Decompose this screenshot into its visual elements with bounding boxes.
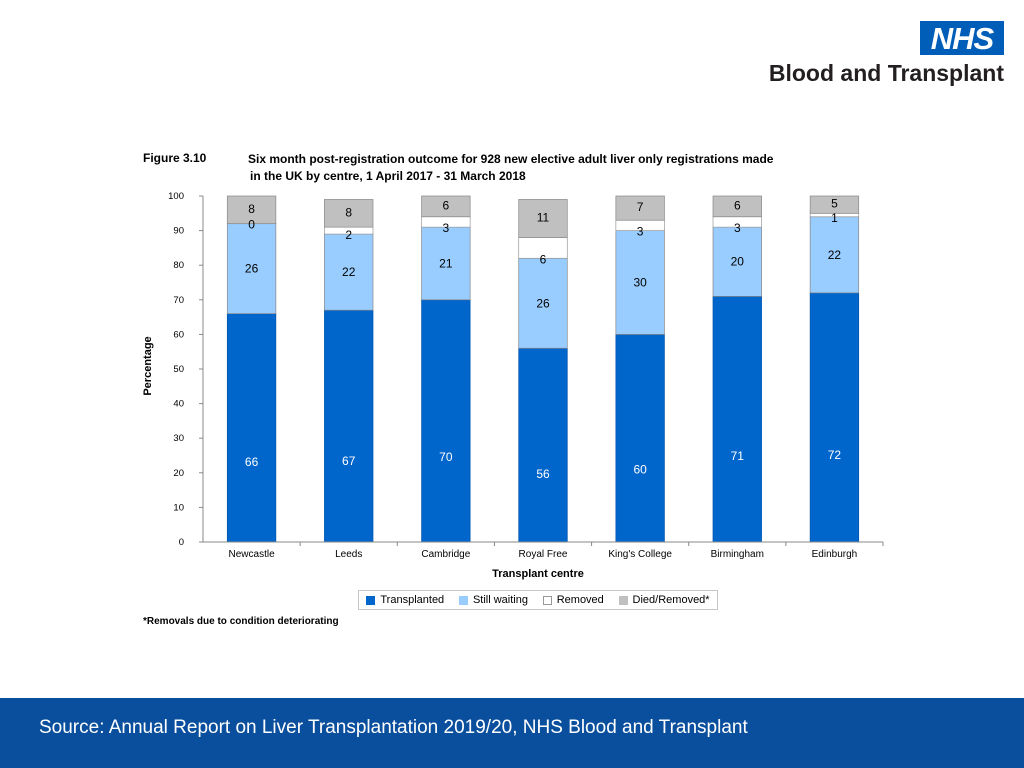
y-tick-label: 50 (173, 364, 184, 375)
data-label: 8 (248, 202, 255, 216)
bar-segment (421, 195, 471, 218)
y-tick-label: 0 (179, 537, 184, 548)
data-label: 0 (248, 218, 255, 232)
data-label: 22 (828, 248, 842, 262)
y-tick-label: 40 (173, 399, 184, 410)
data-label: 70 (439, 450, 453, 464)
data-label: 7 (637, 200, 644, 214)
data-label: 3 (734, 221, 741, 235)
legend-swatch (366, 595, 376, 605)
bar-labels: 6626086722287021365626611603037712036722… (245, 197, 842, 482)
data-label: 2 (345, 228, 352, 242)
bars (226, 195, 860, 543)
org-name: Blood and Transplant (768, 60, 1004, 86)
data-label: 1 (831, 211, 838, 225)
data-label: 5 (831, 197, 838, 211)
y-tick-label: 100 (168, 191, 184, 202)
y-tick-label: 10 (173, 502, 184, 513)
data-label: 3 (637, 225, 644, 239)
bar-segment (226, 195, 277, 225)
bar-segment (712, 295, 762, 543)
y-tick-label: 80 (173, 260, 184, 271)
bar-segment (324, 309, 374, 543)
x-category-label: Cambridge (421, 549, 470, 560)
bar-segment (615, 334, 665, 543)
legend-swatch (618, 595, 628, 605)
bar-segment (518, 257, 568, 349)
data-label: 60 (633, 462, 647, 476)
figure-title-line1: Six month post-registration outcome for … (248, 152, 774, 166)
figure-number: Figure 3.10 (143, 151, 207, 165)
footer-bar: Source: Annual Report on Liver Transplan… (0, 698, 1024, 768)
source-text: Source: Annual Report on Liver Transplan… (39, 717, 748, 738)
bar-segment (324, 199, 374, 228)
figure-title-line2: in the UK by centre, 1 April 2017 - 31 M… (250, 169, 526, 183)
data-label: 3 (443, 221, 450, 235)
legend-item-died-removed: Died/Removed* (618, 594, 710, 606)
data-label: 56 (536, 467, 550, 481)
data-label: 67 (342, 454, 356, 468)
y-tick-label: 30 (173, 433, 184, 444)
legend-swatch (542, 595, 552, 605)
bar-segment (615, 195, 665, 221)
legend-swatch (458, 595, 468, 605)
figure-title: Six month post-registration outcome for … (248, 151, 888, 185)
data-label: 21 (439, 256, 453, 270)
y-axis-title: Percentage (142, 336, 154, 395)
bar-segment (518, 347, 568, 543)
x-category-label: King's College (608, 549, 672, 560)
bar-segment (809, 292, 860, 543)
data-label: 22 (342, 265, 356, 279)
x-axis-title: Transplant centre (492, 568, 584, 580)
bar-segment (324, 233, 374, 311)
x-category-label: Edinburgh (812, 549, 858, 560)
bar-segment (518, 199, 568, 238)
y-tick-label: 70 (173, 295, 184, 306)
bar-segment (809, 195, 860, 214)
data-label: 6 (540, 252, 547, 266)
legend-item-still-waiting: Still waiting (458, 594, 528, 606)
x-category-label: Leeds (335, 549, 362, 560)
bar-segment (421, 226, 471, 301)
chart-footnote: *Removals due to condition deteriorating (143, 616, 339, 627)
chart-legend: Transplanted Still waiting Removed Died/… (358, 590, 718, 610)
data-label: 72 (828, 448, 842, 462)
bar-segment (226, 313, 277, 543)
data-label: 66 (245, 455, 259, 469)
legend-label: Transplanted (380, 594, 445, 606)
bar-segment (421, 299, 471, 543)
y-tick-label: 60 (173, 329, 184, 340)
data-label: 26 (536, 296, 550, 310)
nhs-logo-text: NHS (930, 20, 994, 56)
data-label: 6 (443, 198, 450, 212)
bar-segment (712, 195, 762, 218)
data-label: 6 (734, 198, 741, 212)
data-label: 11 (537, 210, 550, 224)
bar-segment (809, 216, 860, 294)
data-label: 26 (245, 262, 259, 276)
legend-label: Removed (556, 594, 604, 606)
y-tick-label: 20 (173, 468, 184, 479)
legend-label: Still waiting (472, 594, 528, 606)
nhs-logo: NHS (920, 21, 1004, 55)
y-axis: 0 10 20 30 40 50 60 70 80 90 100 (168, 191, 204, 548)
legend-item-removed: Removed (542, 594, 604, 606)
data-label: 30 (633, 276, 647, 290)
legend-item-transplanted: Transplanted (366, 594, 444, 606)
x-category-label: Royal Free (519, 549, 568, 560)
data-label: 71 (731, 449, 745, 463)
y-tick-label: 90 (173, 226, 184, 237)
x-axis: Newcastle Leeds Cambridge Royal Free King's … (203, 541, 884, 560)
data-label: 20 (731, 255, 745, 269)
x-category-label: Newcastle (229, 549, 276, 560)
legend-label: Died/Removed* (632, 594, 710, 606)
data-label: 8 (345, 205, 352, 219)
x-category-label: Birmingham (711, 549, 764, 560)
